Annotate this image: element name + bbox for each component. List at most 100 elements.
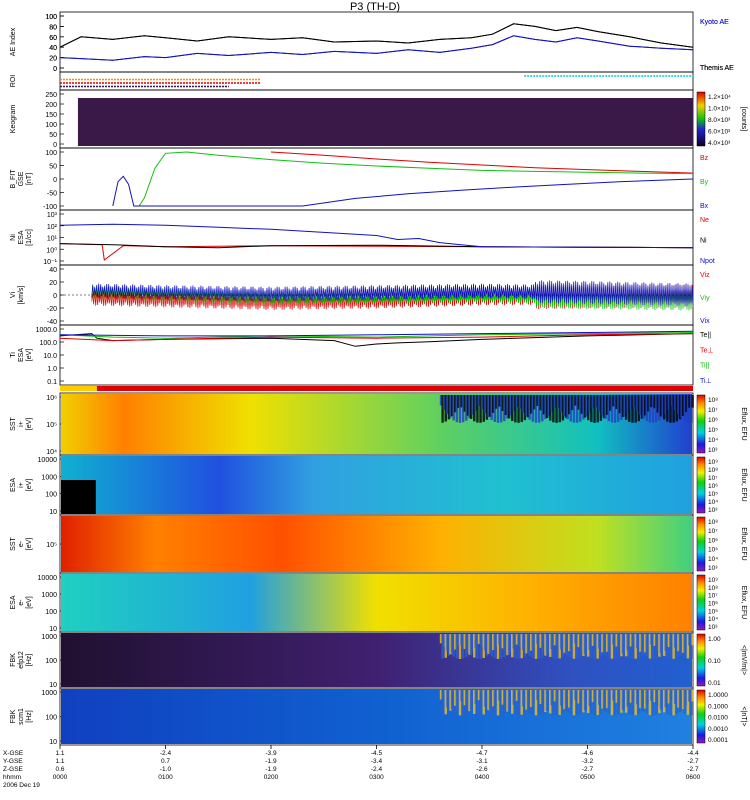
spectrogram-stripe-fbk-b — [495, 690, 498, 703]
spectrogram-stripe-fbk-e — [655, 634, 658, 659]
spectrogram-stripe-sst-ion — [479, 395, 482, 423]
spectrogram-stripe-fbk-e — [450, 634, 454, 654]
spectrogram-stripe-sst-ion — [564, 395, 568, 418]
spectrogram-stripe-sst-ion — [675, 395, 679, 422]
spectrogram-stripe-fbk-b — [586, 690, 590, 714]
series-ae-1 — [59, 23, 694, 48]
colorbar-label-keogram: [counts] — [740, 107, 747, 132]
spectrogram-stripe-fbk-e — [454, 634, 457, 650]
spectrogram-stripe-fbk-e — [678, 634, 682, 656]
spectrogram-stripe-fbk-e — [534, 634, 538, 659]
spectrogram-stripe-fbk-e — [672, 634, 675, 659]
spectrogram-stripe-fbk-b — [609, 690, 612, 705]
spectrogram-stripe-fbk-e — [623, 634, 626, 654]
spectrogram-stripe-sst-ion — [552, 395, 555, 423]
spectrogram-stripe-sst-ion — [624, 395, 628, 420]
spectrogram-stripe-sst-ion — [518, 395, 522, 409]
spectrogram-stripe-fbk-b — [566, 690, 569, 713]
ytick-fbk-b: 10 — [49, 739, 57, 746]
legend-velocity-1: Viy — [700, 295, 710, 302]
spectrogram-stripe-sst-ion — [550, 395, 554, 412]
spectrogram-stripe-fbk-e — [670, 634, 674, 644]
spectrogram-stripe-fbk-b — [612, 690, 615, 701]
spectrogram-stripe-fbk-e — [541, 634, 544, 658]
spectrogram-stripe-sst-ion — [480, 395, 484, 410]
spectrogram-stripe-fbk-e — [555, 634, 558, 659]
spectrogram-stripe-fbk-e — [547, 634, 550, 653]
spectrogram-stripe-fbk-b — [579, 690, 582, 715]
spectrogram-stripe-fbk-b — [455, 690, 459, 715]
mode-bar-fast — [96, 386, 694, 391]
spectrogram-stripe-sst-ion — [477, 395, 481, 407]
spectrogram-stripe-fbk-e — [681, 634, 685, 653]
spectrogram-stripe-sst-ion — [594, 395, 598, 408]
spectrogram-stripe-sst-ion — [639, 395, 642, 415]
ylabel-bfield-2: [nT] — [26, 173, 33, 185]
spectrogram-stripe-fbk-b — [594, 690, 598, 702]
spectrogram-stripe-fbk-b — [539, 690, 542, 705]
spectrogram-stripe-fbk-e — [585, 634, 588, 654]
time-axis-value-x: -2.4 — [160, 750, 172, 757]
spectrogram-stripe-fbk-b — [484, 690, 487, 707]
ytick-density: 10² — [47, 224, 58, 231]
spectrogram-stripe-fbk-b — [482, 690, 485, 715]
colorbar-label-fbk-e: <|mV/m|> — [740, 645, 747, 675]
spectrogram-stripe-sst-ion — [651, 395, 655, 423]
ylabel-sst-ion-0: SST — [10, 416, 17, 430]
spectrogram-stripe-fbk-b — [689, 690, 693, 716]
spectrogram-stripe-sst-ion — [556, 395, 560, 408]
legend-density-0: Ne — [700, 217, 709, 224]
panel-frame-density — [59, 209, 694, 266]
ylabel-esa-ion-1: i+ — [18, 482, 25, 488]
spectrogram-stripe-fbk-e — [674, 634, 677, 648]
spectrogram-stripe-fbk-b — [582, 690, 585, 713]
spectrogram-stripe-sst-ion — [674, 395, 677, 411]
spectrogram-stripe-fbk-e — [667, 634, 671, 648]
spectrogram-stripe-sst-ion — [450, 395, 454, 417]
spectrogram-stripe-fbk-e — [515, 634, 519, 645]
spectrogram-stripe-sst-ion — [601, 395, 604, 416]
spectrogram-stripe-sst-ion — [461, 395, 465, 423]
ytick-ae: 80 — [49, 24, 57, 31]
spectrogram-stripe-fbk-e — [457, 634, 460, 646]
spectrogram-stripe-fbk-e — [634, 634, 637, 659]
ylabel-fbk-e-0: FBK — [10, 653, 17, 667]
spectrogram-stripe-fbk-e — [511, 634, 514, 658]
spectrogram-stripe-fbk-e — [658, 634, 661, 657]
time-axis-value-t: 0300 — [369, 774, 384, 781]
spectrogram-stripe-fbk-b — [656, 690, 660, 707]
spectrogram-stripe-fbk-b — [618, 690, 622, 707]
spectrogram-stripe-sst-ion — [596, 395, 599, 423]
spectrogram-stripe-sst-ion — [590, 395, 593, 423]
legend-ae-1: Themis AE — [700, 65, 734, 72]
spectrogram-stripe-sst-ion — [537, 395, 541, 423]
ytick-fbk-b: 1000 — [41, 690, 57, 697]
spectrogram-stripe-fbk-e — [447, 634, 451, 656]
panel-frame-bfield — [59, 147, 694, 211]
ylabel-fbk-b-1: scm1 — [18, 708, 25, 725]
spectrogram-stripe-fbk-e — [520, 634, 523, 659]
spectrogram-stripe-sst-ion — [514, 395, 517, 423]
spectrogram-stripe-fbk-e — [509, 634, 512, 653]
spectrogram-stripe-sst-ion — [593, 395, 596, 423]
spectrogram-stripe-fbk-e — [666, 634, 669, 658]
spectrogram-stripe-sst-ion — [533, 395, 536, 410]
time-axis-value-z: 0.6 — [55, 766, 64, 773]
spectrogram-stripe-fbk-e — [482, 634, 485, 659]
spectrogram-stripe-sst-ion — [509, 395, 512, 416]
ytick-keogram: 150 — [45, 112, 57, 119]
plot-title: P3 (TH-D) — [350, 1, 400, 13]
spectrogram-stripe-fbk-e — [469, 634, 473, 656]
spectrogram-stripe-sst-ion — [520, 395, 523, 423]
spectrogram-stripe-fbk-b — [507, 690, 511, 712]
spectrogram-stripe-sst-ion — [586, 395, 590, 421]
ytick-bfield: 0 — [53, 177, 57, 184]
panel-frame-ae — [59, 11, 694, 73]
spectrogram-stripe-fbk-e — [536, 634, 539, 644]
ylabel-roi-0: ROI — [10, 75, 17, 88]
spectrogram-stripe-fbk-b — [545, 690, 549, 711]
ylabel-temperature-1: ESA — [18, 348, 25, 362]
spectrogram-stripe-fbk-b — [541, 690, 544, 715]
spectrogram-stripe-fbk-b — [509, 690, 512, 709]
